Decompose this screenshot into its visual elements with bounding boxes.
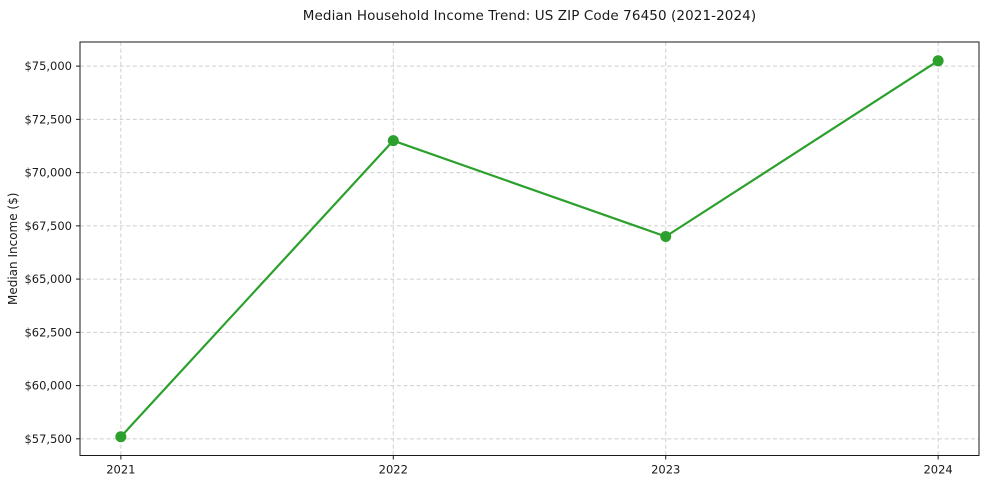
y-tick-label: $65,000	[24, 272, 72, 286]
chart-title: Median Household Income Trend: US ZIP Co…	[302, 8, 757, 24]
x-tick-label: 2021	[106, 463, 135, 477]
y-tick-label: $60,000	[24, 379, 72, 393]
data-point-marker	[660, 231, 672, 243]
y-tick-label: $70,000	[24, 166, 72, 180]
x-tick-label: 2023	[651, 463, 680, 477]
plot-border	[79, 41, 980, 456]
y-tick-label: $75,000	[24, 59, 72, 73]
data-point-marker	[387, 135, 399, 147]
x-tick-label: 2024	[923, 463, 952, 477]
trend-line	[119, 59, 940, 438]
data-point-marker	[115, 431, 127, 443]
y-tick-label: $57,500	[24, 432, 72, 446]
data-point-marker	[932, 55, 944, 67]
y-tick-label: $67,500	[24, 219, 72, 233]
x-tick-label: 2022	[379, 463, 408, 477]
y-tick-label: $72,500	[24, 112, 72, 126]
y-tick-label: $62,500	[24, 325, 72, 339]
